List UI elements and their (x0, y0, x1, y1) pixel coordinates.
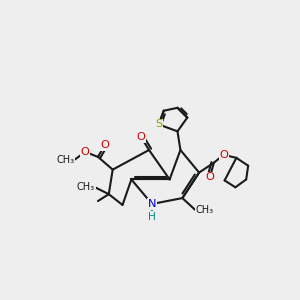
Text: H: H (148, 212, 156, 222)
Text: O: O (100, 140, 109, 150)
Text: N: N (148, 199, 156, 209)
Text: O: O (219, 150, 228, 160)
Text: CH₃: CH₃ (77, 182, 95, 192)
Text: O: O (81, 147, 90, 157)
Text: O: O (206, 172, 214, 182)
Text: S: S (155, 119, 163, 130)
Text: CH₃: CH₃ (56, 155, 74, 165)
Text: O: O (137, 132, 146, 142)
Text: CH₃: CH₃ (195, 205, 213, 215)
